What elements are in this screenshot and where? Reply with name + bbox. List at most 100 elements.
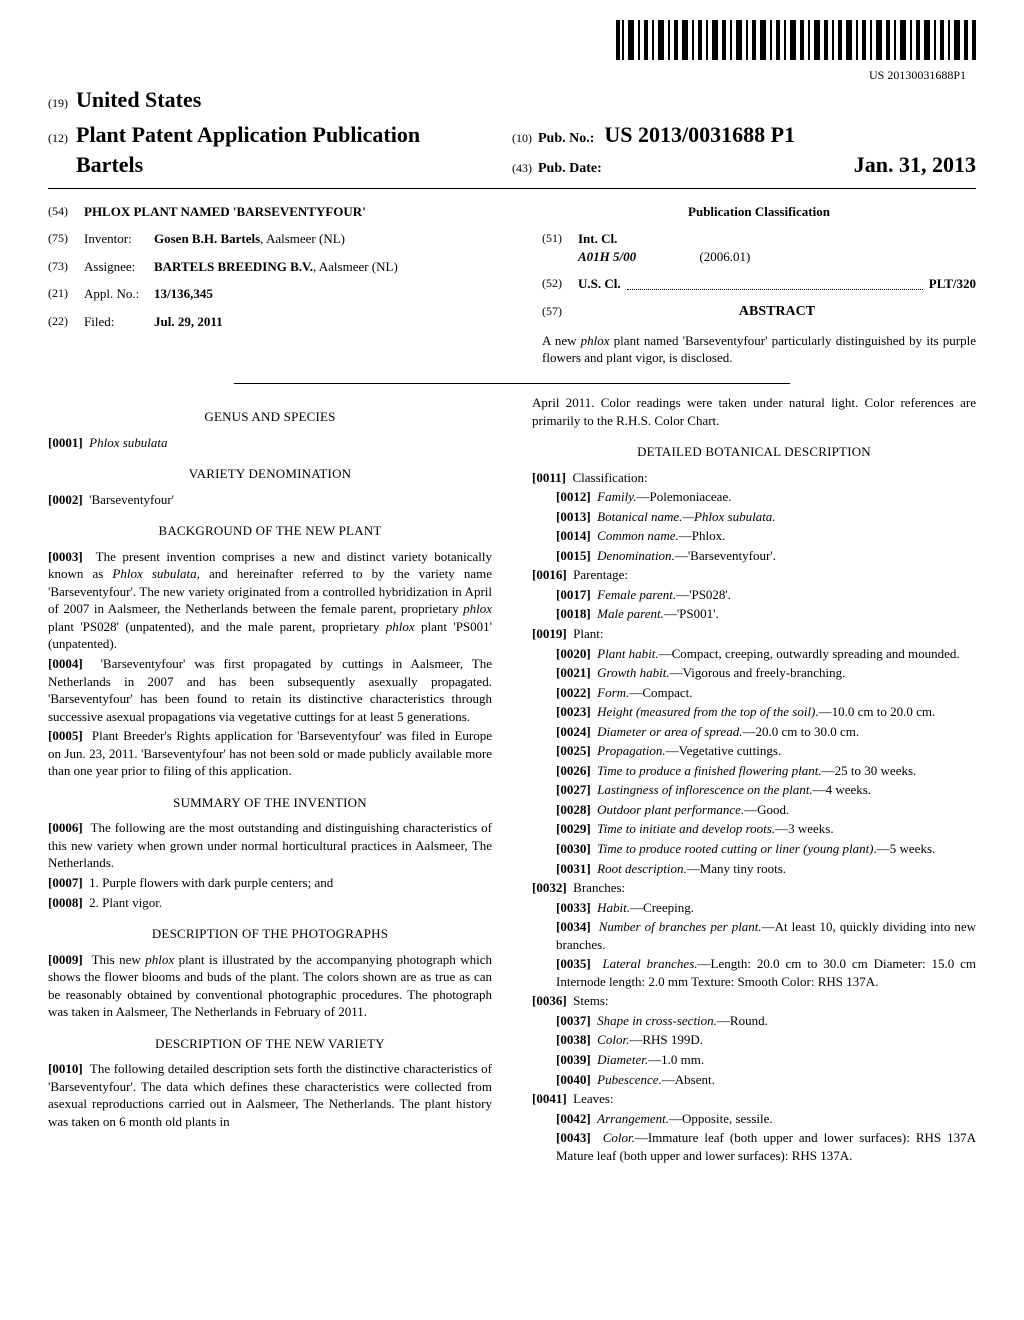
pnum-0026: [0026]: [556, 763, 591, 778]
pnum-0015: [0015]: [556, 548, 591, 563]
para-0008: [0008] 2. Plant vigor.: [48, 894, 492, 912]
p26-val: —25 to 30 weeks.: [822, 763, 917, 778]
p35-lbl: Lateral branches.: [602, 956, 697, 971]
applno-value: 13/136,345: [154, 285, 482, 303]
para-0010: [0010] The following detailed descriptio…: [48, 1060, 492, 1130]
para-0029: [0029] Time to initiate and develop root…: [532, 820, 976, 838]
background-heading: BACKGROUND OF THE NEW PLANT: [48, 522, 492, 540]
intcl-row: Int. Cl. A01H 5/00 (2006.01): [578, 230, 976, 265]
header-country-row: (19) United States: [48, 85, 976, 115]
p29-val: —3 weeks.: [775, 821, 834, 836]
barcode-icon: [616, 20, 976, 60]
uscl-row: U.S. Cl. PLT/320: [578, 275, 976, 293]
para-0037: [0037] Shape in cross-section.—Round.: [532, 1012, 976, 1030]
p26-lbl: Time to produce a finished flowering pla…: [597, 763, 822, 778]
para-0003: [0003] The present invention comprises a…: [48, 548, 492, 653]
para-0013: [0013] Botanical name.—Phlox subulata.: [532, 508, 976, 526]
column-left: GENUS AND SPECIES [0001] Phlox subulata …: [48, 394, 492, 1166]
abstract-text: A new phlox plant named 'Barseventyfour'…: [542, 332, 976, 367]
pnum-0022: [0022]: [556, 685, 591, 700]
para-0031: [0031] Root description.—Many tiny roots…: [532, 860, 976, 878]
barcode-number: US 20130031688P1: [48, 67, 966, 83]
p17-lbl: Female parent.: [597, 587, 676, 602]
para-0036: [0036] Stems:: [532, 992, 976, 1010]
uscl-label: U.S. Cl.: [578, 275, 621, 293]
filed-value: Jul. 29, 2011: [154, 313, 482, 331]
p0006-text: The following are the most outstanding a…: [48, 820, 492, 870]
para-0004: [0004] 'Barseventyfour' was first propag…: [48, 655, 492, 725]
para-0023: [0023] Height (measured from the top of …: [532, 703, 976, 721]
para-0028: [0028] Outdoor plant performance.—Good.: [532, 801, 976, 819]
pnum-0027: [0027]: [556, 782, 591, 797]
pnum-0018: [0018]: [556, 606, 591, 621]
newvar-heading: DESCRIPTION OF THE NEW VARIETY: [48, 1035, 492, 1053]
summary-heading: SUMMARY OF THE INVENTION: [48, 794, 492, 812]
p18-val: —'PS001'.: [664, 606, 719, 621]
p15-val: —'Barseventyfour'.: [675, 548, 776, 563]
pnum-0043: [0043]: [556, 1130, 591, 1145]
code-51: (51): [542, 230, 578, 265]
p22-lbl: Form.: [597, 685, 629, 700]
pnum-0031: [0031]: [556, 861, 591, 876]
pnum-0007: [0007]: [48, 875, 83, 890]
inventor-name: Gosen B.H. Bartels: [154, 231, 260, 246]
p27-lbl: Lastingness of inflorescence on the plan…: [597, 782, 812, 797]
pnum-0012: [0012]: [556, 489, 591, 504]
p39-val: —1.0 mm.: [648, 1052, 704, 1067]
pnum-0042: [0042]: [556, 1111, 591, 1126]
pnum-0010: [0010]: [48, 1061, 83, 1076]
p24-lbl: Diameter or area of spread.: [597, 724, 742, 739]
p33-val: —Creeping.: [630, 900, 694, 915]
p22-val: —Compact.: [629, 685, 692, 700]
p28-lbl: Outdoor plant performance.: [597, 802, 744, 817]
pnum-0028: [0028]: [556, 802, 591, 817]
p28-val: —Good.: [744, 802, 789, 817]
p32-text: Branches:: [573, 880, 625, 895]
p38-val: —RHS 199D.: [629, 1032, 703, 1047]
dotted-leader: [627, 275, 923, 290]
pnum-0035: [0035]: [556, 956, 591, 971]
p19-text: Plant:: [573, 626, 603, 641]
intcl-label: Int. Cl.: [578, 231, 617, 246]
p20-val: —Compact, creeping, outwardly spreading …: [659, 646, 960, 661]
p20-lbl: Plant habit.: [597, 646, 658, 661]
p39-lbl: Diameter.: [597, 1052, 648, 1067]
para-0035: [0035] Lateral branches.—Length: 20.0 cm…: [532, 955, 976, 990]
pnum-0029: [0029]: [556, 821, 591, 836]
p0003-it2: phlox: [463, 601, 492, 616]
pnum-0030: [0030]: [556, 841, 591, 856]
pnum-0036: [0036]: [532, 993, 567, 1008]
code-22: (22): [48, 313, 84, 331]
body-columns: GENUS AND SPECIES [0001] Phlox subulata …: [48, 394, 976, 1166]
p16-text: Parentage:: [573, 567, 628, 582]
code-10: (10): [512, 130, 532, 146]
para-cont: April 2011. Color readings were taken un…: [532, 394, 976, 429]
pnum-0039: [0039]: [556, 1052, 591, 1067]
p0008-text: 2. Plant vigor.: [89, 895, 162, 910]
para-0006: [0006] The following are the most outsta…: [48, 819, 492, 872]
abstract-it: phlox: [581, 333, 610, 348]
inventor-loc: , Aalsmeer (NL): [260, 231, 345, 246]
p13-val: —Phlox subulata.: [682, 509, 775, 524]
p25-lbl: Propagation.: [597, 743, 666, 758]
filed-label: Filed:: [84, 313, 154, 331]
abstract-heading: ABSTRACT: [578, 303, 976, 322]
header-author: Bartels: [76, 150, 512, 180]
barcode-region: US 20130031688P1: [48, 20, 976, 83]
p31-val: —Many tiny roots.: [687, 861, 786, 876]
pnum-0002: [0002]: [48, 492, 83, 507]
p0010-text: The following detailed description sets …: [48, 1061, 492, 1129]
para-0017: [0017] Female parent.—'PS028'.: [532, 586, 976, 604]
pnum-0033: [0033]: [556, 900, 591, 915]
code-19: (19): [48, 95, 68, 111]
para-0043: [0043] Color.—Immature leaf (both upper …: [532, 1129, 976, 1164]
p36-text: Stems:: [573, 993, 608, 1008]
pnum-0019: [0019]: [532, 626, 567, 641]
invention-title: PHLOX PLANT NAMED 'BARSEVENTYFOUR': [84, 203, 482, 221]
pnum-0005: [0005]: [48, 728, 83, 743]
pnum-0025: [0025]: [556, 743, 591, 758]
para-0025: [0025] Propagation.—Vegetative cuttings.: [532, 742, 976, 760]
column-right: April 2011. Color readings were taken un…: [532, 394, 976, 1166]
para-0020: [0020] Plant habit.—Compact, creeping, o…: [532, 645, 976, 663]
para-0002: [0002] 'Barseventyfour': [48, 491, 492, 509]
